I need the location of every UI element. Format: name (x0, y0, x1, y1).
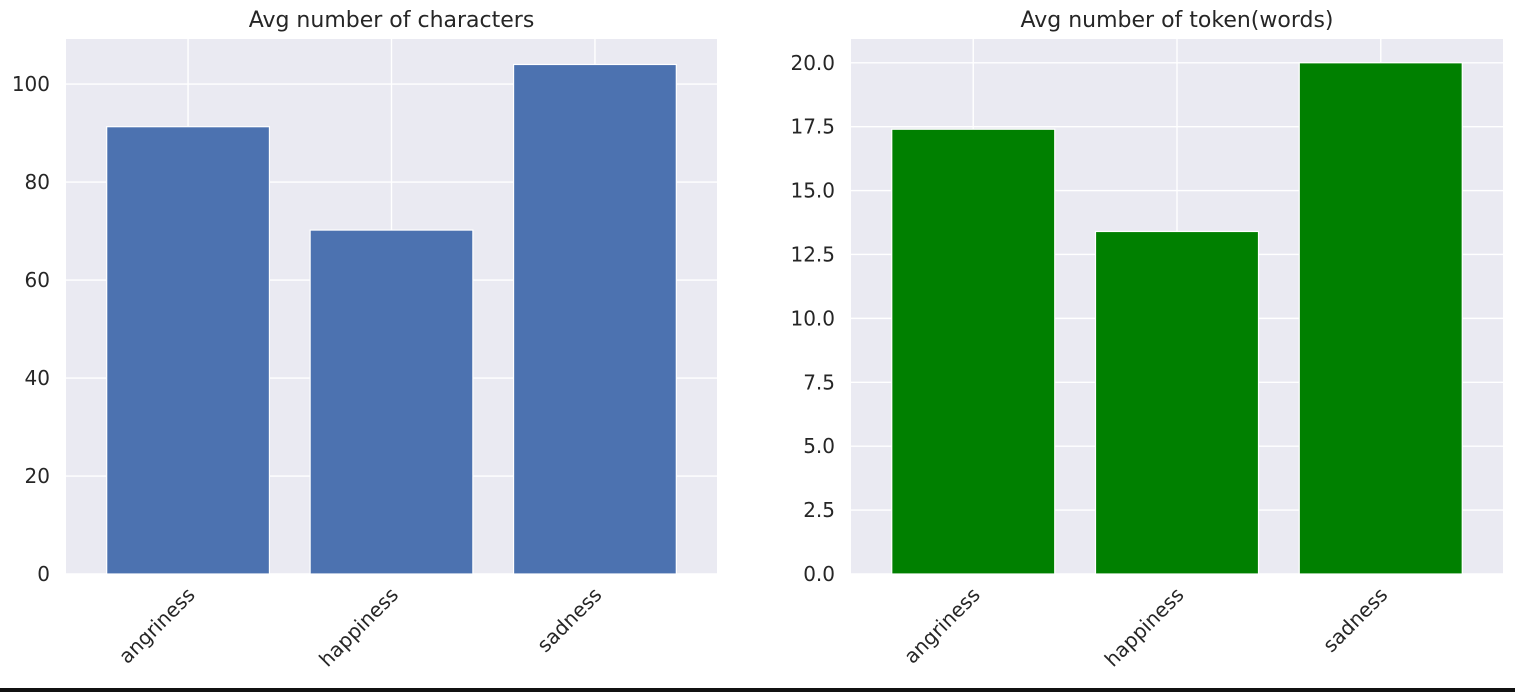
y-tick-label: 20 (25, 464, 50, 488)
bottom-border (0, 688, 1515, 692)
bar-sadness (512, 63, 677, 575)
y-tick-label: 0 (37, 562, 50, 586)
bar-angriness (106, 126, 271, 575)
y-tick-label: 100 (12, 72, 50, 96)
y-tick-label: 7.5 (803, 370, 835, 394)
y-tick-label: 17.5 (790, 115, 835, 139)
y-tick-label: 0.0 (803, 562, 835, 586)
y-tick-label: 5.0 (803, 434, 835, 458)
bar-happiness (309, 229, 474, 575)
x-tick-label: sadness (1318, 583, 1392, 657)
bar-sadness (1298, 62, 1463, 575)
bar-angriness (891, 128, 1056, 575)
chart-2: 0.0 2.5 5.0 7.5 10.0 12.5 15.0 17.5 20.0 angrines… (790, 8, 1503, 671)
chart-title: Avg number of characters (249, 8, 535, 33)
x-tick-label: happiness (314, 583, 403, 672)
y-tick-label: 2.5 (803, 498, 835, 522)
y-tick-label: 60 (25, 268, 50, 292)
bar-happiness (1094, 230, 1260, 575)
x-tick-label: angriness (899, 583, 985, 669)
y-tick-label: 15.0 (790, 179, 835, 203)
y-tick-label: 80 (25, 170, 50, 194)
x-tick-label: angriness (114, 583, 200, 669)
chart-title: Avg number of token(words) (1020, 8, 1333, 33)
y-tick-label: 40 (25, 366, 50, 390)
y-tick-label: 20.0 (790, 51, 835, 75)
x-tick-label: sadness (532, 583, 606, 657)
y-tick-label: 10.0 (790, 306, 835, 330)
x-tick-label: happiness (1100, 583, 1189, 672)
y-tick-label: 12.5 (790, 242, 835, 266)
chart-1: 0 20 40 60 80 100 angriness happiness sadness Avg… (12, 8, 717, 671)
